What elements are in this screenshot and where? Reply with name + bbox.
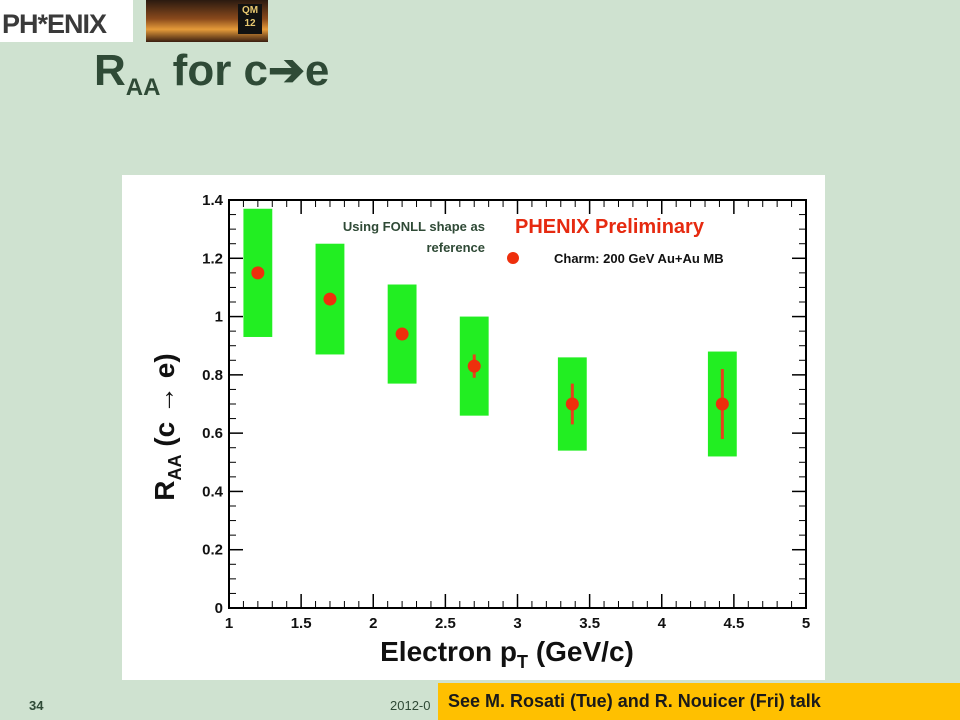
y-tick-label: 0.6 (202, 425, 223, 442)
conference-badge: QM 12 (238, 4, 262, 34)
phenix-logo: PH*ENIX (0, 0, 133, 42)
slide-number: 34 (29, 698, 44, 713)
slide-date: 2012-0 (390, 698, 431, 713)
y-axis-label-sub: AA (165, 454, 185, 480)
x-axis-label-sub: T (517, 652, 528, 672)
x-tick-label: 5 (802, 615, 810, 632)
phenix-logo-text: PH*ENIX (2, 9, 107, 39)
title-rest: for c (160, 46, 269, 95)
annotation-line-1: Using FONLL shape as (343, 219, 485, 234)
data-point (565, 397, 579, 411)
x-axis-label-main: Electron p (380, 636, 517, 667)
y-tick-label: 0.4 (202, 483, 224, 500)
y-axis-label: RAA (c → e) (149, 353, 185, 500)
title-subscript: AA (125, 73, 161, 101)
slide-title: RAA for c➔e (94, 45, 329, 102)
talk-reference-banner: See M. Rosati (Tue) and R. Nouicer (Fri)… (438, 683, 960, 720)
data-point (323, 292, 337, 306)
x-tick-label: 3 (513, 615, 521, 632)
legend-entry: Charm: 200 GeV Au+Au MB (554, 251, 724, 266)
y-tick-label: 0.2 (202, 542, 223, 559)
data-point (467, 359, 481, 373)
y-tick-label: 1.2 (202, 250, 223, 267)
legend-title: PHENIX Preliminary (515, 216, 705, 238)
title-end: e (304, 46, 330, 95)
data-point (715, 397, 729, 411)
x-tick-label: 3.5 (579, 615, 600, 632)
talk-reference-text: See M. Rosati (Tue) and R. Nouicer (Fri)… (448, 691, 821, 711)
y-tick-label: 0 (215, 600, 223, 617)
data-point (395, 327, 409, 341)
legend-marker (507, 252, 519, 264)
raa-chart: 1 1.5 2 2.5 3 3.5 4 4.5 5 0 0.2 0.4 0.6 0.8 1 1.2 1.4 PH… (149, 192, 810, 672)
x-tick-label: 1.5 (291, 615, 312, 632)
annotation-line-2: reference (426, 240, 485, 255)
x-axis-label: Electron pT (GeV/c) (380, 636, 634, 672)
y-tick-label: 1 (215, 309, 223, 326)
x-tick-label: 2.5 (435, 615, 456, 632)
y-tick-label: 0.8 (202, 367, 223, 384)
x-axis-label-units: (GeV/c) (528, 636, 634, 667)
title-main: R (94, 46, 126, 95)
x-tick-label: 4.5 (723, 615, 744, 632)
x-tick-label: 2 (369, 615, 377, 632)
x-tick-label: 4 (658, 615, 667, 632)
chart-panel: 1 1.5 2 2.5 3 3.5 4 4.5 5 0 0.2 0.4 0.6 0.8 1 1.2 1.4 PH… (122, 175, 825, 680)
x-tick-label: 1 (225, 615, 233, 632)
y-tick-label: 1.4 (202, 192, 224, 209)
y-axis-label-main: R (149, 480, 180, 500)
data-point (251, 266, 265, 280)
y-axis-label-rest: (c → e) (149, 353, 180, 454)
title-arrow-icon: ➔ (268, 46, 305, 95)
